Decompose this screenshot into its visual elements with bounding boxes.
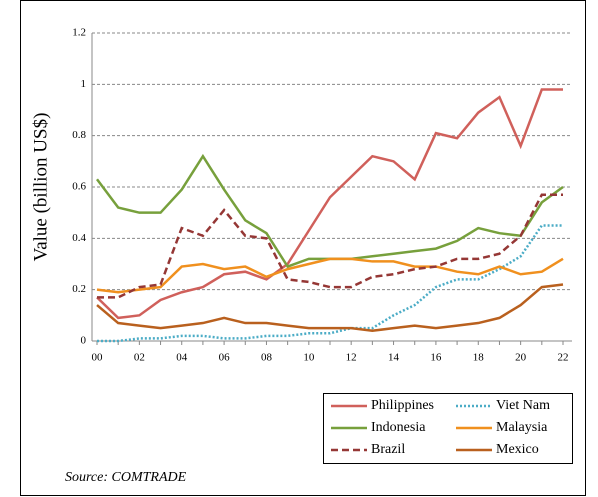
x-tick-label: 20: [515, 352, 527, 364]
source-note: Source: COMTRADE: [65, 470, 187, 485]
x-tick-label: 04: [176, 352, 188, 364]
series-line: [96, 153, 564, 269]
y-tick-label: 0.8: [72, 129, 86, 141]
legend-label: Philippines: [371, 398, 434, 413]
x-tick-label: 16: [430, 352, 442, 364]
legend-label: Mexico: [496, 442, 539, 457]
x-tick-label: 06: [219, 352, 231, 364]
y-axis-label: Value (billion US$): [30, 113, 51, 262]
x-tick-label: 18: [473, 352, 485, 364]
legend-label: Brazil: [371, 442, 405, 457]
x-tick-label: 14: [388, 352, 400, 364]
x-tick-label: 22: [558, 352, 569, 364]
series-line: [96, 283, 564, 332]
x-tick-label: 08: [261, 352, 273, 364]
series-line: [96, 257, 564, 294]
y-tick-label: 1: [81, 78, 87, 90]
legend-label: Malaysia: [496, 420, 548, 435]
x-tick-label: 12: [346, 352, 357, 364]
y-tick-label: 1.2: [72, 27, 86, 39]
legend-label: Indonesia: [371, 420, 426, 435]
y-tick-label: 0.6: [72, 181, 86, 193]
x-tick-label: 10: [303, 352, 315, 364]
y-tick-label: 0.2: [72, 283, 86, 295]
series-line: [97, 224, 563, 343]
x-tick-label: 02: [134, 352, 145, 364]
frame: [20, 0, 586, 496]
y-tick-label: 0: [81, 335, 87, 347]
x-tick-label: 00: [92, 352, 104, 364]
y-tick-label: 0.4: [72, 232, 86, 244]
legend-label: Viet Nam: [496, 398, 550, 413]
series-line: [96, 88, 563, 320]
series-line: [97, 193, 563, 299]
